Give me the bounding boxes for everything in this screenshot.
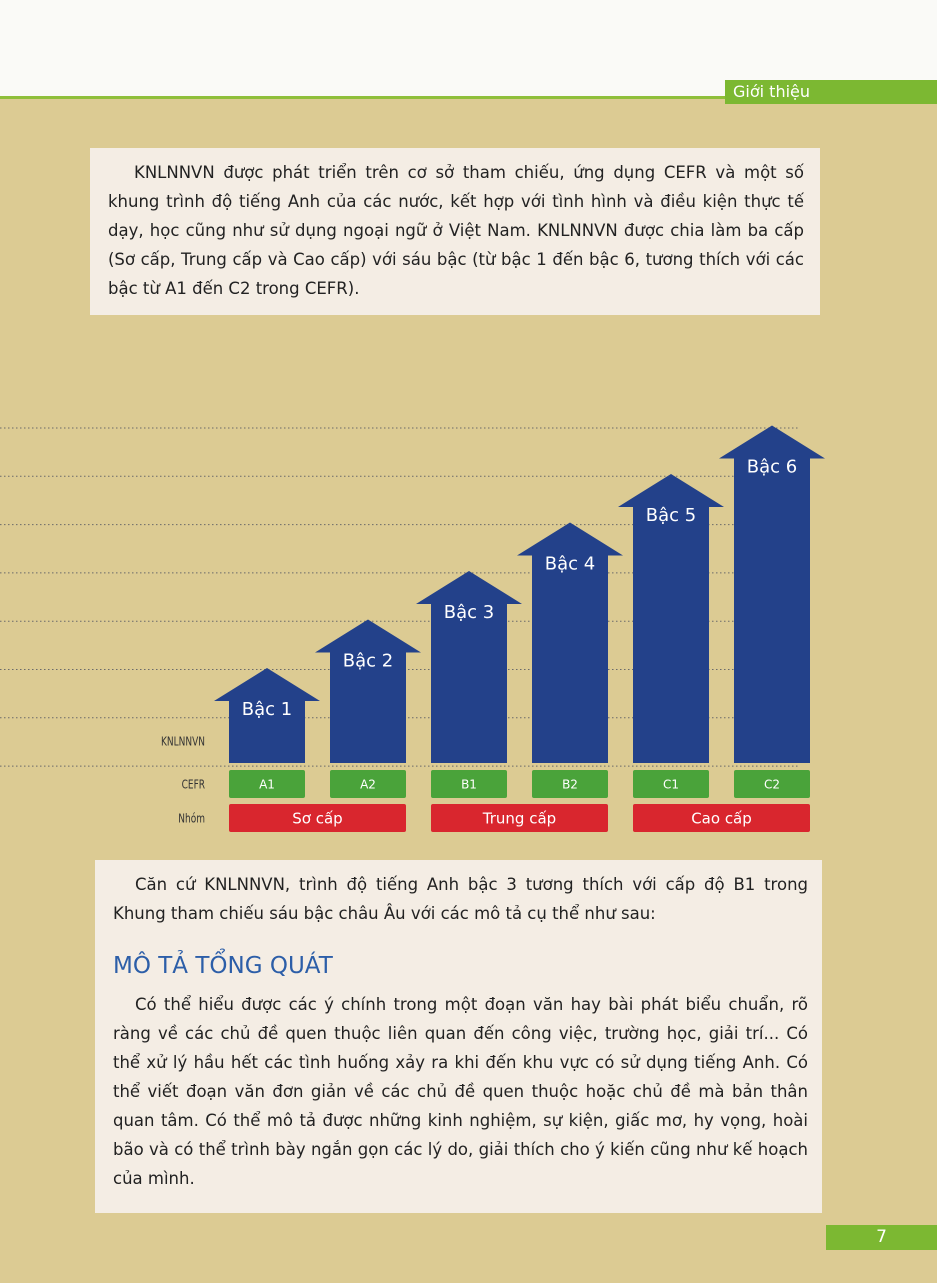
intro-box: KNLNNVN được phát triển trên cơ sở tham …: [90, 148, 820, 315]
level-arrow: [618, 474, 724, 763]
row-label: CEFR: [182, 778, 206, 792]
cefr-box: [330, 770, 406, 798]
cefr-box: [734, 770, 810, 798]
cefr-box: [532, 770, 608, 798]
level-label: Bậc 6: [747, 457, 797, 478]
level-diagram: KNLNNVN CEFR Nhóm Bậc 1 Bậc 2 Bậc 3 Bậc 4 Bậc 5…: [0, 425, 825, 832]
cefr-label: C2: [764, 778, 780, 792]
cefr-label: A2: [360, 778, 376, 792]
lead-text: Căn cứ KNLNNVN, trình độ tiếng Anh bậc 3…: [113, 875, 808, 923]
level-arrow: [517, 522, 623, 763]
level-arrow: [416, 571, 522, 763]
row-label: Nhóm: [178, 812, 205, 826]
heading: MÔ TẢ TỔNG QUÁT: [113, 953, 333, 979]
cefr-box: [431, 770, 507, 798]
group-label: Sơ cấp: [292, 810, 342, 828]
level-arrow: [719, 425, 825, 763]
group-label: Cao cấp: [691, 810, 752, 828]
cefr-box: [229, 770, 305, 798]
level-label: Bậc 4: [545, 554, 595, 575]
paragraph: Có thể hiểu được các ý chính trong một đ…: [113, 995, 808, 1188]
cefr-label: B2: [562, 778, 578, 792]
level-arrow: [315, 619, 421, 763]
row-label: KNLNNVN: [161, 735, 205, 749]
level-label: Bậc 1: [242, 699, 292, 720]
level-arrow: [214, 668, 320, 763]
level-label: Bậc 2: [343, 651, 393, 672]
cefr-label: C1: [663, 778, 679, 792]
cefr-label: A1: [259, 778, 275, 792]
cefr-box: [633, 770, 709, 798]
section-tab: Giới thiệu: [725, 80, 937, 104]
level-label: Bậc 3: [444, 602, 494, 623]
level-label: Bậc 5: [646, 505, 696, 526]
cefr-label: B1: [461, 778, 477, 792]
group-box: [431, 804, 608, 832]
group-label: Trung cấp: [482, 810, 556, 828]
group-box: [229, 804, 406, 832]
description-box: Căn cứ KNLNNVN, trình độ tiếng Anh bậc 3…: [95, 860, 822, 1213]
page-number: 7: [826, 1225, 937, 1250]
header-rule: [0, 96, 937, 99]
group-box: [633, 804, 810, 832]
